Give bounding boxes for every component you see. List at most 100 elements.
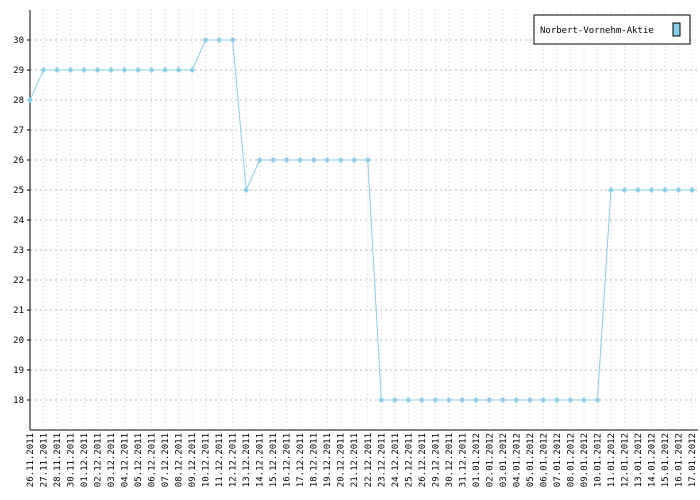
x-tick-label: 18.12.2011 bbox=[310, 433, 320, 487]
point bbox=[216, 37, 223, 43]
x-tick-label: 04.01.2012 bbox=[512, 433, 522, 487]
x-tick-label: 26.11.2011 bbox=[26, 433, 36, 487]
point bbox=[459, 397, 466, 403]
x-tick-label: 09.12.2011 bbox=[188, 433, 198, 487]
x-tick-label: 13.01.2012 bbox=[634, 433, 644, 487]
point bbox=[270, 157, 277, 163]
x-tick-label: 01.12.2011 bbox=[80, 433, 90, 487]
point bbox=[121, 67, 128, 73]
point bbox=[364, 157, 371, 163]
point bbox=[162, 67, 169, 73]
point bbox=[594, 397, 601, 403]
x-tick-label: 15.01.2012 bbox=[661, 433, 671, 487]
x-tick-label: 08.12.2011 bbox=[175, 433, 185, 487]
x-tick-label: 11.12.2011 bbox=[215, 433, 225, 487]
x-tick-label: 11.01.2012 bbox=[607, 433, 617, 487]
point bbox=[499, 397, 506, 403]
point bbox=[405, 397, 412, 403]
x-tick-label: 20.12.2011 bbox=[337, 433, 347, 487]
point bbox=[391, 397, 398, 403]
point bbox=[283, 157, 290, 163]
y-tick-label: 25 bbox=[13, 186, 24, 196]
y-tick-label: 18 bbox=[13, 396, 24, 406]
x-tick-label: 06.01.2012 bbox=[539, 433, 549, 487]
x-tick-label: 02.01.2012 bbox=[485, 433, 495, 487]
x-tick-label: 16.12.2011 bbox=[283, 433, 293, 487]
x-tick-label: 08.01.2012 bbox=[566, 433, 576, 487]
x-tick-label: 28.11.2011 bbox=[53, 433, 63, 487]
y-tick-label: 26 bbox=[13, 156, 24, 166]
x-tick-label: 13.12.2011 bbox=[242, 433, 252, 487]
point bbox=[175, 67, 182, 73]
y-tick-label: 21 bbox=[13, 306, 24, 316]
y-tick-label: 22 bbox=[13, 276, 24, 286]
point bbox=[135, 67, 142, 73]
x-tick-label: 22.12.2011 bbox=[364, 433, 374, 487]
point bbox=[256, 157, 263, 163]
point bbox=[243, 187, 250, 193]
point bbox=[297, 157, 304, 163]
point bbox=[378, 397, 385, 403]
point bbox=[229, 37, 236, 43]
x-tick-label: 10.01.2012 bbox=[593, 433, 603, 487]
point bbox=[324, 157, 331, 163]
x-tick-label: 15.12.2011 bbox=[269, 433, 279, 487]
point bbox=[94, 67, 101, 73]
legend-box bbox=[533, 14, 691, 45]
point bbox=[189, 67, 196, 73]
x-tick-label: 27.11.2011 bbox=[40, 433, 50, 487]
point bbox=[513, 397, 520, 403]
x-tick-label: 05.12.2011 bbox=[134, 433, 144, 487]
point bbox=[27, 97, 33, 103]
y-tick-label: 28 bbox=[13, 96, 24, 106]
point bbox=[40, 67, 47, 73]
point bbox=[634, 187, 641, 193]
x-tick-label: 24.12.2011 bbox=[391, 433, 401, 487]
point bbox=[445, 397, 452, 403]
x-tick-label: 29.12.2011 bbox=[431, 433, 441, 487]
x-tick-label: 01.01.2012 bbox=[472, 433, 482, 487]
x-tick-label: 23.12.2011 bbox=[377, 433, 387, 487]
y-tick-label: 29 bbox=[13, 66, 24, 76]
x-tick-label: 19.12.2011 bbox=[323, 433, 333, 487]
y-tick-label: 30 bbox=[13, 36, 24, 46]
x-tick-label: 30.11.2011 bbox=[67, 433, 77, 487]
x-tick-label: 17.01.2012 bbox=[688, 433, 698, 487]
point bbox=[202, 37, 209, 43]
point bbox=[648, 187, 655, 193]
y-tick-label: 23 bbox=[13, 246, 24, 256]
x-tick-label: 12.01.2012 bbox=[620, 433, 630, 487]
point bbox=[526, 397, 533, 403]
x-tick-label: 17.12.2011 bbox=[296, 433, 306, 487]
x-tick-label: 30.12.2011 bbox=[445, 433, 455, 487]
y-tick-label: 20 bbox=[13, 336, 24, 346]
point bbox=[607, 187, 614, 193]
point bbox=[54, 67, 61, 73]
x-tick-label: 16.01.2012 bbox=[674, 433, 684, 487]
y-tick-label: 27 bbox=[13, 126, 24, 136]
x-tick-label: 14.01.2012 bbox=[647, 433, 657, 487]
point bbox=[580, 397, 587, 403]
x-tick-label: 06.12.2011 bbox=[148, 433, 158, 487]
x-tick-label: 07.01.2012 bbox=[553, 433, 563, 487]
y-tick-label: 19 bbox=[13, 366, 24, 376]
x-tick-label: 03.12.2011 bbox=[107, 433, 117, 487]
point bbox=[675, 187, 682, 193]
point bbox=[486, 397, 493, 403]
x-tick-label: 02.12.2011 bbox=[94, 433, 104, 487]
legend-swatch bbox=[672, 22, 681, 37]
point bbox=[689, 187, 695, 193]
x-tick-label: 04.12.2011 bbox=[121, 433, 131, 487]
point bbox=[661, 187, 668, 193]
point bbox=[310, 157, 317, 163]
point bbox=[351, 157, 358, 163]
point bbox=[81, 67, 88, 73]
x-tick-label: 09.01.2012 bbox=[580, 433, 590, 487]
legend-label: Norbert-Vornehm-Aktie bbox=[540, 26, 654, 36]
point bbox=[108, 67, 115, 73]
x-tick-label: 07.12.2011 bbox=[161, 433, 171, 487]
x-tick-label: 26.12.2011 bbox=[418, 433, 428, 487]
x-tick-label: 21.12.2011 bbox=[350, 433, 360, 487]
point bbox=[67, 67, 74, 73]
